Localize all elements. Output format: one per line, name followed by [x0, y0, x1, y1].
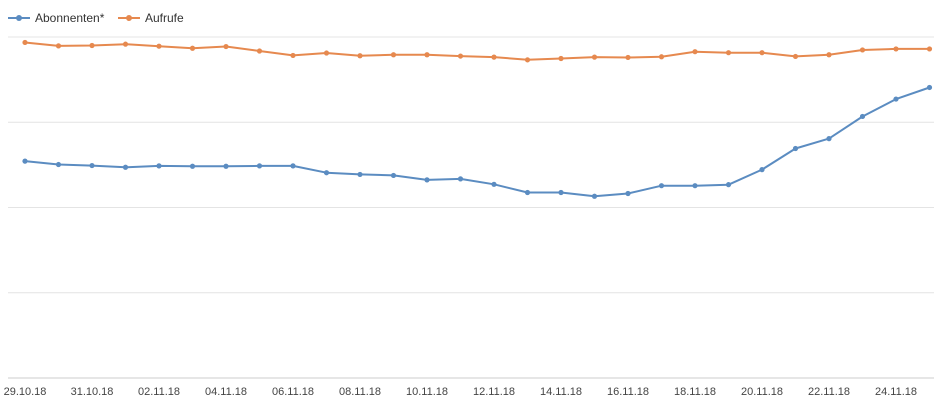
x-tick-label: 24.11.18 [875, 386, 917, 398]
data-point-abonnenten[interactable] [223, 163, 229, 169]
x-tick-label: 14.11.18 [540, 386, 582, 398]
legend-marker-aufrufe [126, 15, 132, 21]
data-point-abonnenten[interactable] [692, 183, 698, 189]
data-point-aufrufe[interactable] [122, 41, 129, 47]
data-point-abonnenten[interactable] [457, 176, 464, 182]
data-point-aufrufe[interactable] [189, 45, 196, 51]
data-point-abonnenten[interactable] [122, 164, 129, 170]
x-tick-label: 06.11.18 [272, 386, 314, 398]
data-point-aufrufe[interactable] [223, 43, 229, 50]
x-tick-label: 08.11.18 [339, 386, 381, 398]
data-point-aufrufe[interactable] [893, 46, 899, 52]
data-point-aufrufe[interactable] [625, 54, 631, 61]
legend-marker-abonnenten [16, 15, 22, 21]
data-point-aufrufe[interactable] [558, 55, 564, 62]
x-tick-label: 31.10.18 [71, 386, 114, 398]
data-point-abonnenten[interactable] [859, 113, 866, 120]
data-point-abonnenten[interactable] [390, 172, 397, 179]
x-tick-label: 10.11.18 [406, 386, 448, 398]
data-point-abonnenten[interactable] [893, 96, 899, 102]
grid-lines [8, 36, 934, 294]
data-point-abonnenten[interactable] [725, 182, 732, 188]
data-point-abonnenten[interactable] [591, 193, 598, 199]
data-point-abonnenten[interactable] [22, 158, 28, 164]
data-point-aufrufe[interactable] [357, 53, 363, 59]
data-point-aufrufe[interactable] [725, 50, 732, 56]
data-point-aufrufe[interactable] [55, 43, 62, 49]
data-point-abonnenten[interactable] [558, 189, 564, 196]
data-point-aufrufe[interactable] [256, 48, 263, 54]
data-point-abonnenten[interactable] [357, 171, 363, 178]
x-tick-label: 04.11.18 [205, 386, 247, 398]
data-point-aufrufe[interactable] [323, 50, 330, 56]
x-tick-label: 20.11.18 [741, 386, 783, 398]
data-point-aufrufe[interactable] [290, 52, 296, 59]
data-point-abonnenten[interactable] [290, 163, 296, 169]
x-tick-label: 12.11.18 [473, 386, 515, 398]
data-point-abonnenten[interactable] [323, 170, 330, 176]
data-point-abonnenten[interactable] [256, 163, 263, 169]
data-point-abonnenten[interactable] [156, 163, 162, 169]
data-point-abonnenten[interactable] [792, 145, 799, 152]
series-lines [24, 41, 930, 198]
series-line-aufrufe [24, 41, 930, 61]
data-point-abonnenten[interactable] [826, 136, 832, 142]
data-point-aufrufe[interactable] [591, 54, 598, 60]
data-point-aufrufe[interactable] [156, 43, 162, 49]
data-point-abonnenten[interactable] [926, 84, 933, 91]
data-point-aufrufe[interactable] [792, 53, 799, 60]
data-point-aufrufe[interactable] [390, 52, 397, 58]
x-tick-label: 02.11.18 [138, 386, 180, 398]
legend-item-abonnenten[interactable]: Abonnenten* [8, 11, 105, 25]
data-point-abonnenten[interactable] [524, 189, 531, 196]
data-point-abonnenten[interactable] [89, 162, 95, 169]
data-point-aufrufe[interactable] [491, 54, 497, 60]
x-tick-label: 22.11.18 [808, 386, 850, 398]
data-point-abonnenten[interactable] [625, 190, 631, 197]
data-point-aufrufe[interactable] [424, 52, 430, 58]
data-point-abonnenten[interactable] [658, 183, 665, 189]
series-points [22, 39, 933, 199]
data-point-abonnenten[interactable] [55, 161, 62, 168]
x-tick-labels: 29.10.18 31.10.18 02.11.18 04.11.18 06.11.18… [4, 386, 917, 398]
data-point-abonnenten[interactable] [491, 181, 497, 187]
data-point-aufrufe[interactable] [22, 39, 28, 46]
legend-item-aufrufe[interactable]: Aufrufe [118, 11, 184, 25]
data-point-aufrufe[interactable] [759, 50, 765, 56]
data-point-aufrufe[interactable] [826, 52, 832, 58]
x-tick-label: 18.11.18 [674, 386, 716, 398]
data-point-aufrufe[interactable] [926, 46, 933, 52]
data-point-abonnenten[interactable] [189, 163, 196, 169]
series-line-abonnenten [24, 86, 930, 198]
data-point-aufrufe[interactable] [692, 49, 698, 55]
data-point-aufrufe[interactable] [457, 53, 464, 59]
data-point-aufrufe[interactable] [89, 42, 95, 49]
legend[interactable]: Abonnenten* Aufrufe [8, 11, 184, 25]
legend-label-abonnenten: Abonnenten* [35, 11, 105, 25]
data-point-abonnenten[interactable] [759, 167, 765, 173]
x-tick-label: 16.11.18 [607, 386, 649, 398]
x-tick-label: 29.10.18 [4, 386, 47, 398]
data-point-aufrufe[interactable] [658, 54, 665, 60]
data-point-aufrufe[interactable] [524, 57, 531, 63]
data-point-abonnenten[interactable] [424, 177, 430, 183]
legend-label-aufrufe: Aufrufe [145, 11, 184, 25]
data-point-aufrufe[interactable] [859, 47, 866, 53]
